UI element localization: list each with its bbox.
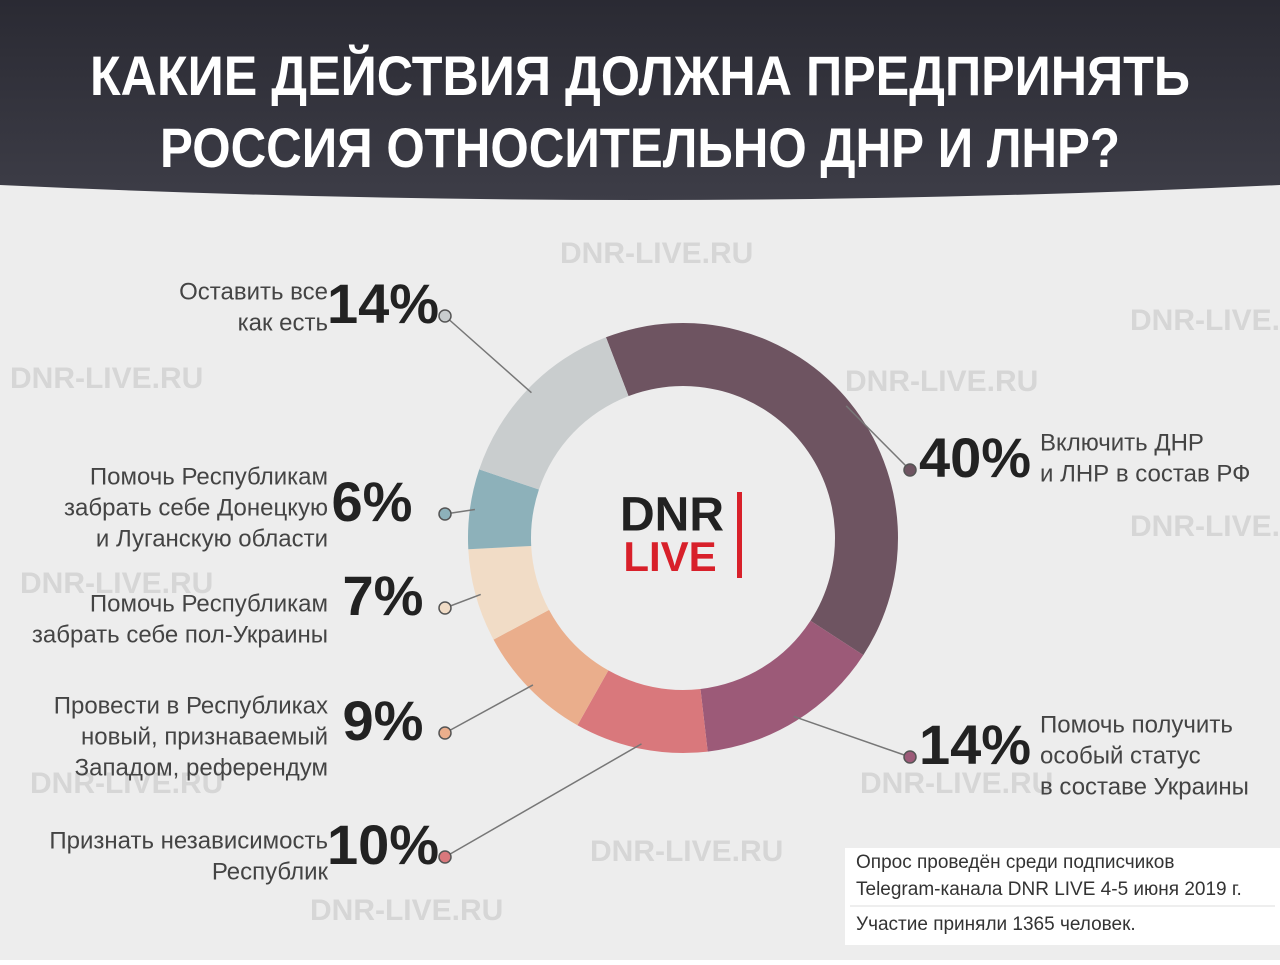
value-label: 40% xyxy=(919,426,1031,489)
watermark: DNR-LIVE.RU xyxy=(310,894,503,927)
watermark: DNR-LIVE.RU xyxy=(20,567,213,600)
category-label: особый статус xyxy=(1040,742,1201,769)
leader-dot xyxy=(438,601,452,615)
category-label: в составе Украины xyxy=(1040,773,1249,800)
donut-chart: 40% Включить ДНР и ЛНР в состав РФ 14% Помоч… xyxy=(32,272,1250,886)
leader-line xyxy=(444,743,642,858)
category-label: Признать независимость xyxy=(49,827,328,854)
value-label: 6% xyxy=(332,470,413,533)
logo-text: LIVE xyxy=(623,533,716,580)
leader-dot xyxy=(438,507,452,521)
donut-segment xyxy=(493,609,609,726)
category-label: Помочь получить xyxy=(1040,711,1233,738)
value-label: 7% xyxy=(343,564,424,627)
leader-dot xyxy=(438,850,452,864)
value-label: 10% xyxy=(327,813,439,876)
watermark: DNR-LIVE.RU xyxy=(590,835,783,868)
category-label: Помочь Республикам xyxy=(90,463,328,490)
category-label: и Луганскую области xyxy=(96,525,328,552)
watermark: DNR-LIVE.RU xyxy=(10,362,203,395)
logo-text: DNR xyxy=(620,489,724,542)
category-label: Республик xyxy=(212,858,329,885)
donut-segment xyxy=(605,323,898,656)
category-label: и ЛНР в состав РФ xyxy=(1040,460,1250,487)
category-label: Западом, референдум xyxy=(75,754,328,781)
logo-bar xyxy=(737,492,742,578)
category-label: как есть xyxy=(238,309,328,336)
category-label: Провести в Республиках xyxy=(54,692,328,719)
watermark: DNR-LIVE.RU xyxy=(1130,304,1280,337)
category-label: Включить ДНР xyxy=(1040,429,1204,456)
watermarks: DNR-LIVE.RU DNR-LIVE.RU DNR-LIVE.RU DNR-… xyxy=(10,237,1280,927)
note-line: Опрос проведён среди подписчиков xyxy=(856,852,1174,873)
note-line: Участие приняли 1365 человек. xyxy=(856,914,1136,935)
watermark: DNR-LIVE.RU xyxy=(845,365,1038,398)
value-label: 14% xyxy=(327,272,439,335)
leader-dot xyxy=(438,309,452,323)
category-label: Оставить все xyxy=(179,278,328,305)
leader-dot xyxy=(903,463,917,477)
header-band xyxy=(0,0,1280,200)
leader-dot xyxy=(903,750,917,764)
title-line: КАКИЕ ДЕЙСТВИЯ ДОЛЖНА ПРЕДПРИНЯТЬ xyxy=(90,44,1190,107)
leader-line xyxy=(444,684,534,734)
leader-line xyxy=(444,315,532,394)
value-label: 9% xyxy=(343,689,424,752)
category-label: забрать себе Донецкую xyxy=(64,494,328,521)
donut-segment xyxy=(577,670,708,753)
watermark: DNR-LIVE.RU xyxy=(30,767,223,800)
note-box xyxy=(845,848,1280,945)
note-line: Telegram-канала DNR LIVE 4-5 июня 2019 г… xyxy=(856,879,1242,900)
value-label: 14% xyxy=(919,713,1031,776)
donut-segment xyxy=(479,337,629,490)
watermark: DNR-LIVE.RU xyxy=(1130,510,1280,543)
title-line: РОССИЯ ОТНОСИТЕЛЬНО ДНР И ЛНР? xyxy=(160,116,1120,179)
leader-line xyxy=(845,405,911,471)
leader-line xyxy=(793,715,911,758)
leader-dot xyxy=(438,726,452,740)
donut-segment xyxy=(468,545,550,640)
category-label: новый, признаваемый xyxy=(81,723,328,750)
watermark: DNR-LIVE.RU xyxy=(860,767,1053,800)
category-label: Помочь Республикам xyxy=(90,590,328,617)
category-label: забрать себе пол-Украины xyxy=(32,621,328,648)
donut-segment xyxy=(700,620,864,752)
watermark: DNR-LIVE.RU xyxy=(560,237,753,270)
donut-segment xyxy=(467,469,539,550)
